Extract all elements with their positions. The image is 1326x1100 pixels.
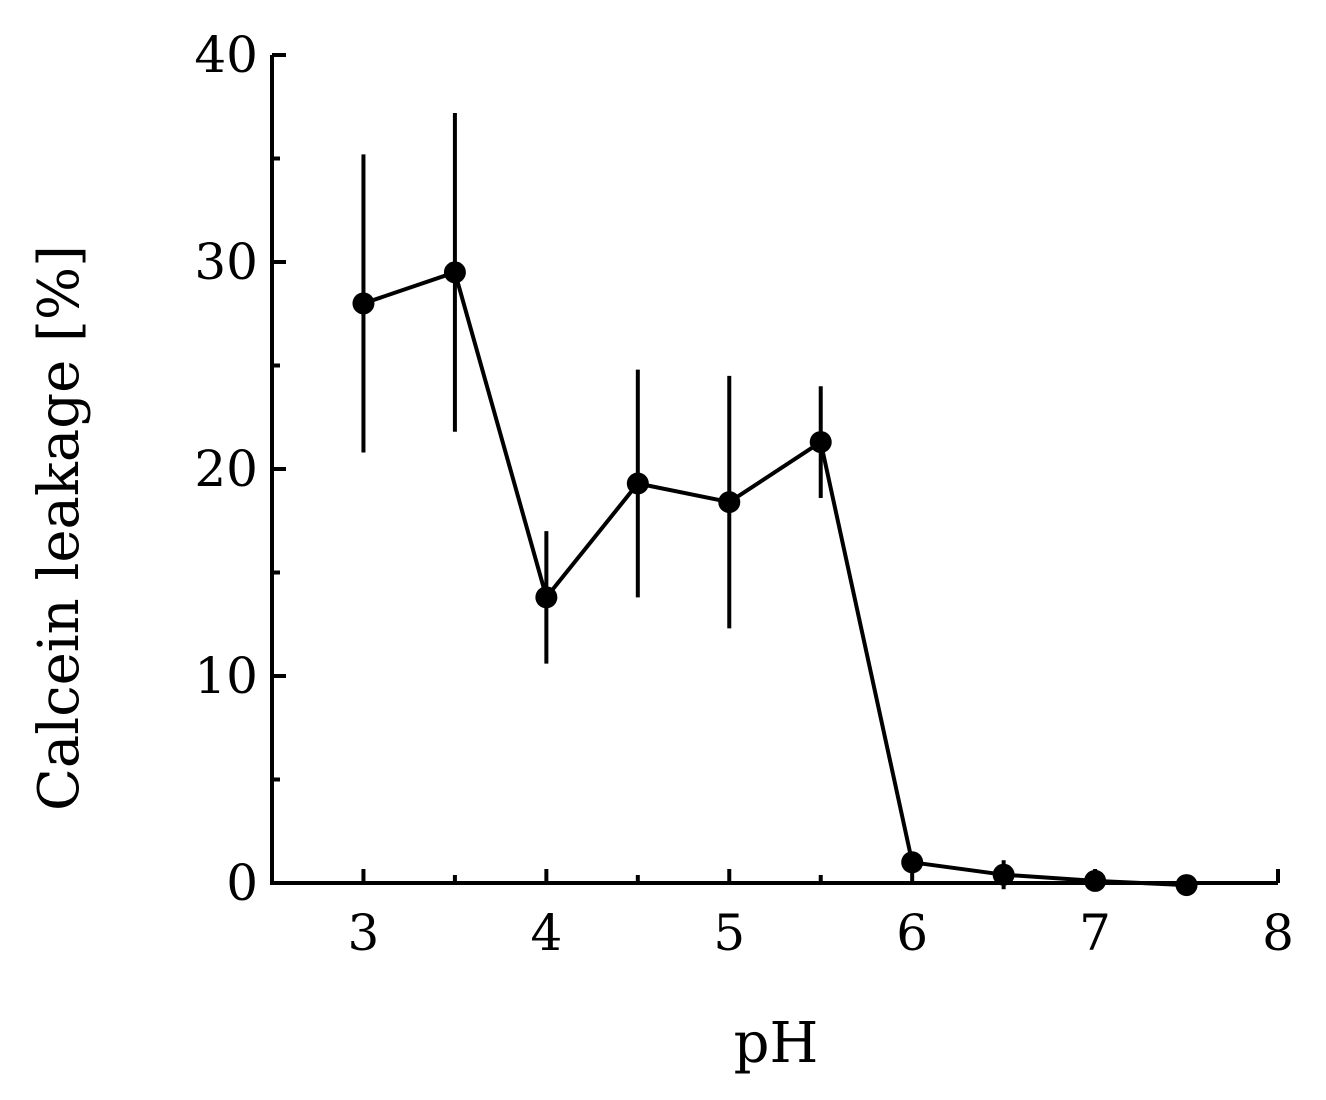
error-bars [361, 112, 1189, 890]
tick-labels: 3 4 5 6 7 8 0 10 20 30 40 [194, 26, 1294, 962]
y-tick-label: 0 [226, 854, 258, 912]
x-axis-label: pH [734, 1011, 819, 1076]
data-point [535, 586, 558, 609]
data-point [992, 863, 1015, 886]
y-tick-label: 40 [194, 26, 258, 84]
y-axis-label: Calcein leakage [%] [27, 245, 92, 811]
x-tick-label: 5 [713, 904, 745, 962]
data-point [626, 472, 649, 495]
data-point [1175, 874, 1198, 897]
data-point [352, 292, 375, 315]
data-point [901, 851, 924, 874]
data-point [718, 491, 741, 514]
ticks [272, 53, 1280, 885]
series [352, 261, 1198, 897]
x-tick-label: 8 [1262, 904, 1294, 962]
y-tick-label: 20 [194, 440, 258, 498]
x-tick-label: 7 [1079, 904, 1111, 962]
x-tick-label: 3 [348, 904, 380, 962]
y-tick-label: 10 [194, 647, 258, 705]
data-point [1084, 869, 1107, 892]
x-tick-label: 4 [530, 904, 562, 962]
x-tick-label: 6 [896, 904, 928, 962]
series-line [362, 270, 1187, 888]
data-point [809, 431, 832, 454]
axes [270, 55, 1278, 885]
data-point [443, 261, 466, 284]
y-tick-label: 30 [194, 233, 258, 291]
